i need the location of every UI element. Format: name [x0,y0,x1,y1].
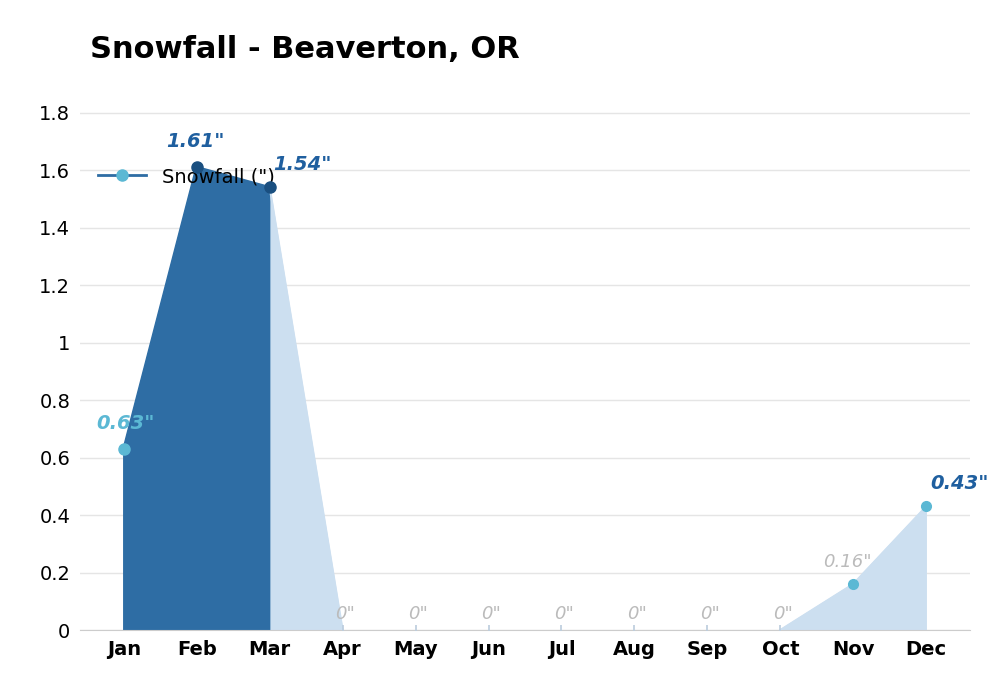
Polygon shape [124,167,270,630]
Text: 0": 0" [627,605,647,622]
Text: 1.61": 1.61" [166,132,224,151]
Text: 0": 0" [481,605,501,622]
Text: 1.54": 1.54" [273,155,332,174]
Text: 0": 0" [773,605,793,622]
Polygon shape [270,188,343,630]
Polygon shape [780,506,926,630]
Legend: Snowfall ("): Snowfall (") [90,159,282,194]
Text: 0": 0" [408,605,428,622]
Text: 0": 0" [700,605,720,622]
Text: 0": 0" [335,605,355,622]
Text: 0": 0" [554,605,574,622]
Text: 0.16": 0.16" [823,553,871,570]
Text: Snowfall - Beaverton, OR: Snowfall - Beaverton, OR [90,35,520,64]
Text: 0.43": 0.43" [930,474,988,494]
Text: 0.63": 0.63" [96,414,154,433]
